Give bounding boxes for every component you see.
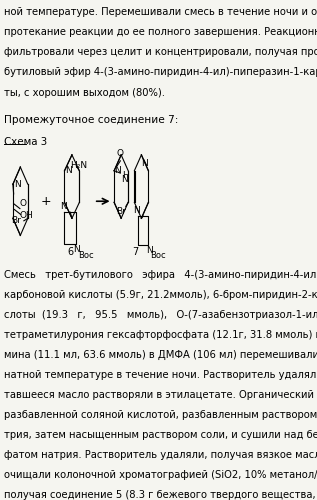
Text: фильтровали через целит и концентрировали, получая продукт, трет-: фильтровали через целит и концентрировал…	[4, 48, 317, 58]
Text: тавшееся масло растворяли в этилацетате. Органический слой промывали: тавшееся масло растворяли в этилацетате.…	[4, 390, 317, 400]
Text: фатом натрия. Растворитель удаляли, получая вязкое масло, которое: фатом натрия. Растворитель удаляли, полу…	[4, 450, 317, 460]
Text: тетраметилурония гексафторфосфата (12.1г, 31.8 ммоль) и диизопропила-: тетраметилурония гексафторфосфата (12.1г…	[4, 330, 317, 340]
Text: очищали колоночной хроматографией (SiO2, 10% метанол/дихлорметан),: очищали колоночной хроматографией (SiO2,…	[4, 470, 317, 480]
Text: протекание реакции до ее полного завершения. Реакционный раствор: протекание реакции до ее полного заверше…	[4, 28, 317, 38]
Text: N: N	[141, 159, 148, 168]
Text: N: N	[65, 166, 72, 175]
Text: карбоновой кислоты (5.9г, 21.2ммоль), 6-бром-пиридин-2-карбоновой ки-: карбоновой кислоты (5.9г, 21.2ммоль), 6-…	[4, 290, 317, 300]
Text: Boc: Boc	[79, 252, 94, 260]
Text: O: O	[117, 150, 124, 158]
Text: натной температуре в течение ночи. Растворитель удаляли в вакууме, ос-: натной температуре в течение ночи. Раств…	[4, 370, 317, 380]
Text: OH: OH	[20, 212, 34, 220]
Text: N: N	[146, 246, 152, 255]
Text: N: N	[114, 166, 121, 175]
Text: +: +	[41, 194, 51, 207]
Text: H₂N: H₂N	[70, 162, 87, 170]
Text: Boc: Boc	[150, 251, 166, 260]
Text: разбавленной соляной кислотой, разбавленным раствором гидроксида на-: разбавленной соляной кислотой, разбавлен…	[4, 410, 317, 420]
Text: 7: 7	[132, 248, 138, 258]
Text: N: N	[14, 180, 20, 188]
Text: ной температуре. Перемешивали смесь в течение ночи и отслеживали: ной температуре. Перемешивали смесь в те…	[4, 8, 317, 18]
Text: Схема 3: Схема 3	[4, 138, 47, 147]
Text: трия, затем насыщенным раствором соли, и сушили над безводным суль-: трия, затем насыщенным раствором соли, и…	[4, 430, 317, 440]
Text: N: N	[121, 175, 128, 184]
Text: N: N	[74, 245, 80, 254]
Text: O: O	[20, 199, 27, 208]
Text: H: H	[122, 171, 129, 180]
Text: Смесь   трет-бутилового   эфира   4-(3-амино-пиридин-4-ил)-пиперазин-1-: Смесь трет-бутилового эфира 4-(3-амино-п…	[4, 270, 317, 280]
Text: слоты  (19.3   г,   95.5   ммоль),   О-(7-азабензотриазол-1-ил)-N,N,N',N'-: слоты (19.3 г, 95.5 ммоль), О-(7-азабенз…	[4, 310, 317, 320]
Text: бутиловый эфир 4-(3-амино-пиридин-4-ил)-пиперазин-1-карбоновой кисло-: бутиловый эфир 4-(3-амино-пиридин-4-ил)-…	[4, 68, 317, 78]
Text: Br: Br	[11, 216, 21, 226]
Text: Br: Br	[116, 208, 126, 216]
Text: мина (11.1 мл, 63.6 ммоль) в ДМФА (106 мл) перемешивали при ком-: мина (11.1 мл, 63.6 ммоль) в ДМФА (106 м…	[4, 350, 317, 360]
Text: 6: 6	[67, 248, 74, 258]
Text: ты, с хорошим выходом (80%).: ты, с хорошим выходом (80%).	[4, 88, 165, 98]
Text: N: N	[133, 206, 140, 215]
Text: получая соединение 5 (8.3 г бежевого твердого вещества, 85%). ВЭЖХ-МС: получая соединение 5 (8.3 г бежевого тве…	[4, 490, 317, 500]
Text: N: N	[60, 202, 67, 211]
Text: Промежуточное соединение 7:: Промежуточное соединение 7:	[4, 115, 178, 125]
